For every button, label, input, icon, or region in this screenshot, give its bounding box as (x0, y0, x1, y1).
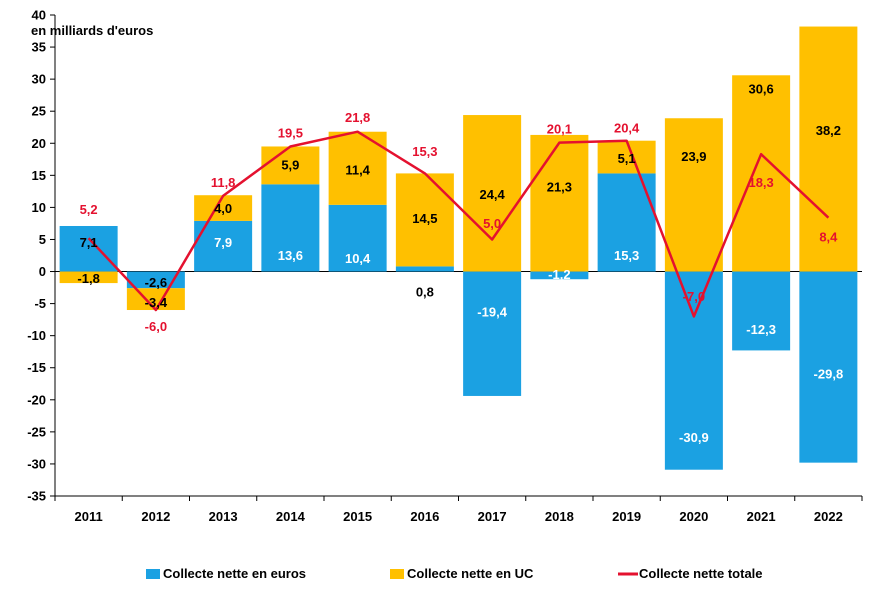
labels-layer: 7,1 -2,6 7,9 13,6 10,4 0,8 -19,4 -1,2 15,3 -30,9 -… (77, 81, 843, 445)
y-tick-label: 30 (32, 72, 46, 87)
bar-collecte-nette-en-uc (59, 271, 118, 284)
data-label-euros: 13,6 (278, 248, 303, 263)
y-tick-label: -35 (27, 489, 46, 504)
y-tick-label: -30 (27, 456, 46, 471)
data-label-euros: 7,9 (214, 235, 232, 250)
data-label-uc: 14,5 (412, 211, 437, 226)
x-tick-label: 2012 (141, 509, 170, 524)
data-label-total: 5,0 (483, 216, 501, 231)
data-label-euros: -1,2 (548, 267, 570, 282)
legend: Collecte nette en euros Collecte nette en… (146, 566, 763, 581)
bar-collecte-nette-en-euros (799, 271, 858, 463)
x-tick-label: 2020 (679, 509, 708, 524)
bar-collecte-nette-en-uc (395, 173, 454, 267)
y-tick-label: 20 (32, 136, 46, 151)
x-tick-label: 2015 (343, 509, 372, 524)
bars-layer (59, 26, 858, 470)
x-tick-label: 2013 (209, 509, 238, 524)
data-label-total: 18,3 (748, 175, 773, 190)
y-tick-label: -15 (27, 360, 46, 375)
bar-collecte-nette-en-uc (664, 118, 723, 272)
legend-swatch (146, 569, 160, 579)
data-label-uc: 5,1 (618, 151, 636, 166)
y-tick-label: 10 (32, 200, 46, 215)
data-label-total: 5,2 (80, 202, 98, 217)
data-label-uc: -1,8 (77, 271, 99, 286)
x-tick-label: 2014 (276, 509, 306, 524)
bar-collecte-nette-en-euros (328, 204, 387, 272)
x-tick-label: 2021 (747, 509, 776, 524)
axis-layer: -35 -30 -25 -20 -15 -10 -5 0 5 10 15 20 25 30 35 40 2011… (27, 8, 863, 524)
data-label-uc: 38,2 (816, 123, 841, 138)
bar-collecte-nette-en-euros (463, 271, 522, 396)
x-tick-label: 2019 (612, 509, 641, 524)
data-label-total: -6,0 (145, 319, 167, 334)
bar-collecte-nette-en-uc (799, 26, 858, 272)
y-tick-label: -10 (27, 328, 46, 343)
line-layer (87, 130, 830, 318)
bar-collecte-nette-en-uc (463, 115, 522, 272)
y-tick-label: 35 (32, 40, 46, 55)
bar-collecte-nette-en-uc (597, 140, 656, 174)
data-label-total: 11,8 (211, 175, 236, 190)
data-label-euros: 0,8 (416, 285, 434, 300)
data-label-uc: 24,4 (479, 187, 505, 202)
data-label-uc: -3,4 (145, 295, 168, 310)
data-label-total: 20,4 (614, 120, 640, 135)
data-label-euros: -12,3 (746, 322, 776, 337)
y-tick-label: -5 (34, 296, 46, 311)
y-axis-label: en milliards d'euros (31, 23, 153, 38)
data-label-euros: -19,4 (477, 304, 507, 319)
legend-label: Collecte nette en euros (163, 566, 306, 581)
legend-swatch (390, 569, 404, 579)
legend-label: Collecte nette en UC (407, 566, 534, 581)
bar-collecte-nette-en-euros (664, 271, 723, 470)
data-label-euros: -29,8 (814, 367, 844, 382)
y-tick-label: -25 (27, 424, 46, 439)
x-tick-label: 2016 (410, 509, 439, 524)
y-tick-label: 40 (32, 8, 46, 23)
data-label-euros: 10,4 (345, 251, 371, 266)
data-label-uc: 4,0 (214, 201, 232, 216)
data-label-uc: 30,6 (748, 81, 773, 96)
x-tick-label: 2011 (75, 509, 103, 524)
data-label-total: 21,8 (345, 110, 370, 125)
bar-collecte-nette-en-uc (261, 146, 320, 185)
data-label-total: 19,5 (278, 126, 303, 141)
bar-collecte-nette-en-euros (395, 266, 454, 272)
data-label-euros: 15,3 (614, 248, 639, 263)
data-label-total: 15,3 (412, 144, 437, 159)
y-tick-label: 15 (32, 168, 46, 183)
bar-collecte-nette-en-euros (530, 271, 589, 280)
data-label-total: 8,4 (819, 229, 838, 244)
data-label-uc: 23,9 (681, 149, 706, 164)
y-tick-label: 25 (32, 104, 46, 119)
bar-collecte-nette-en-euros (59, 225, 118, 272)
data-label-uc: 11,4 (345, 163, 370, 178)
data-label-uc: 21,3 (547, 179, 572, 194)
y-tick-label: 0 (39, 264, 46, 279)
data-label-uc: 5,9 (281, 158, 299, 173)
y-tick-label: -20 (27, 392, 46, 407)
total-line (87, 130, 830, 318)
data-label-euros: -30,9 (679, 430, 709, 445)
x-tick-label: 2017 (478, 509, 507, 524)
bar-collecte-nette-en-uc (530, 134, 589, 272)
x-tick-label: 2018 (545, 509, 574, 524)
data-label-total: 20,1 (547, 122, 572, 137)
x-tick-label: 2022 (814, 509, 843, 524)
bar-collecte-nette-en-euros (261, 184, 320, 272)
bar-collecte-nette-en-euros (732, 271, 791, 351)
data-label-euros: 7,1 (80, 235, 98, 250)
data-label-total: -7,0 (683, 289, 705, 304)
bar-collecte-nette-en-uc (194, 195, 253, 221)
y-tick-label: 5 (39, 232, 46, 247)
legend-label: Collecte nette totale (639, 566, 763, 581)
data-label-euros: -2,6 (145, 275, 167, 290)
